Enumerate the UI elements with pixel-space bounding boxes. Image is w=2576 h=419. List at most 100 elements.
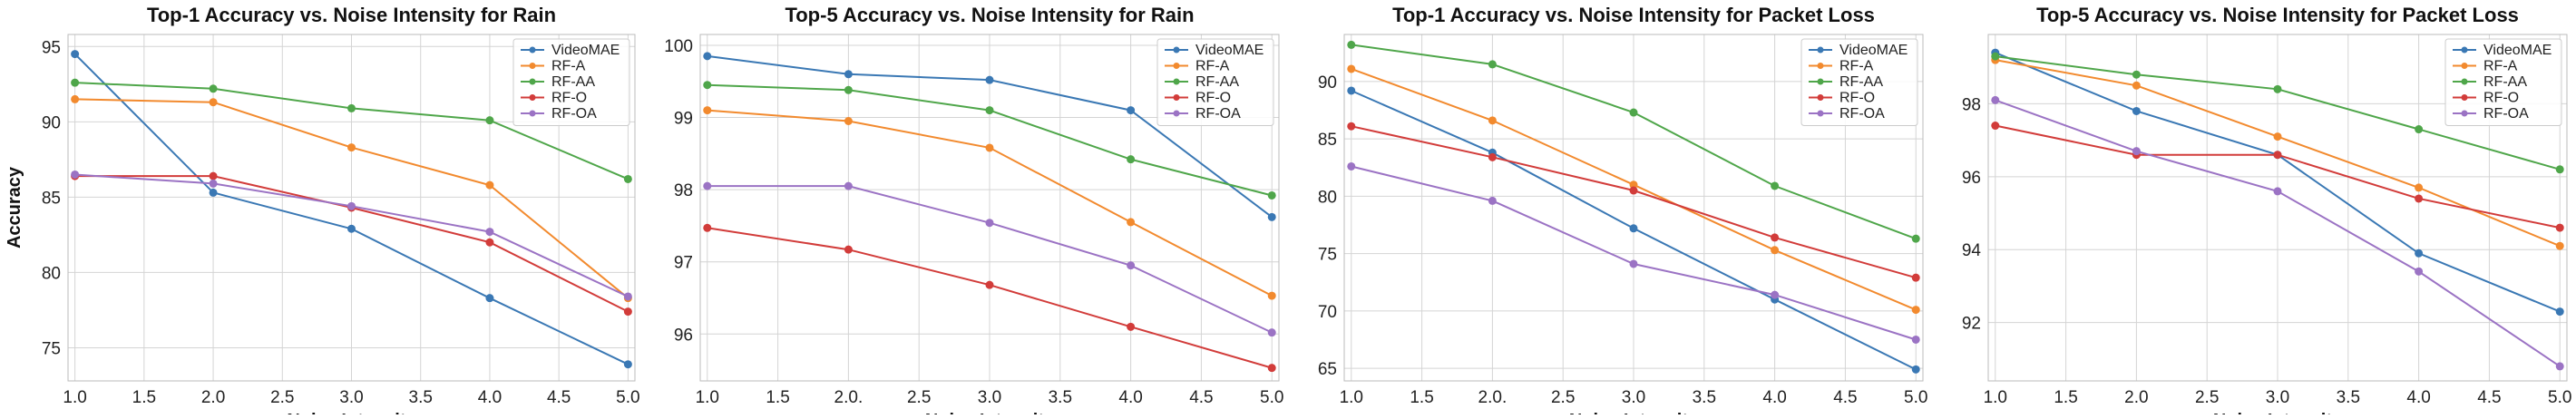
chart-top1-rain: Top-1 Accuracy vs. Noise Intensity for R…	[5, 4, 640, 419]
data-point-rf-oa	[1127, 261, 1136, 270]
data-point-rf-oa	[71, 170, 80, 179]
data-point-rf-oa	[485, 228, 494, 237]
data-point-rf-aa	[1629, 108, 1638, 117]
series-rf-a	[71, 94, 632, 303]
data-point-rf-aa	[1267, 190, 1276, 200]
legend-label: RF-O	[1195, 91, 1231, 106]
legend-box	[512, 38, 630, 126]
legend-label: RF-AA	[1839, 74, 1883, 90]
chart-panel-3: Top-1 Accuracy vs. Noise Intensity for P…	[1288, 0, 1932, 419]
x-axis-label: Noise Intensity	[1569, 411, 1699, 414]
x-tick-label: 2.5	[270, 388, 294, 407]
x-tick-label: 1.0	[696, 388, 719, 407]
x-tick-label: 3.5	[1693, 388, 1716, 407]
legend-marker	[1173, 78, 1180, 85]
x-tick-label: 1.0	[1340, 388, 1363, 407]
y-tick-label: 99	[674, 110, 693, 129]
series-rf-o	[1347, 122, 1920, 282]
data-point-rf-a	[2415, 183, 2424, 192]
data-point-rf-o	[1911, 273, 1920, 282]
y-tick-label: 80	[42, 264, 61, 283]
data-point-rf-aa	[2273, 84, 2282, 93]
data-point-rf-aa	[71, 78, 80, 87]
x-tick-label: 4.0	[1118, 388, 1142, 407]
data-point-videomae	[347, 224, 356, 233]
x-tick-label: 3.0	[2266, 388, 2289, 407]
series-rf-oa	[71, 170, 632, 301]
legend-marker	[1817, 63, 1824, 69]
legend-label: RF-A	[1839, 59, 1874, 74]
x-tick-label: 2.0	[201, 388, 225, 407]
legend-box	[1156, 38, 1274, 126]
data-point-rf-o	[1267, 364, 1276, 373]
legend-label: VideoMAE	[1195, 43, 1264, 58]
series-rf-oa	[1347, 161, 1920, 344]
x-tick-label: 3.0	[339, 388, 363, 407]
y-tick-label: 94	[1962, 241, 1982, 260]
x-tick-label: 3.0	[978, 388, 1001, 407]
x-tick-label: 5.0	[2548, 388, 2571, 407]
legend-label: RF-AA	[1195, 74, 1239, 90]
data-point-rf-a	[985, 143, 994, 152]
data-point-rf-aa	[703, 81, 712, 90]
data-point-videomae	[1267, 212, 1276, 221]
y-tick-label: 70	[1318, 303, 1337, 322]
y-tick-label: 97	[674, 254, 693, 273]
data-point-rf-o	[1127, 322, 1136, 331]
y-tick-label: 92	[1962, 315, 1981, 334]
data-point-rf-a	[1771, 246, 1780, 255]
legend-box	[2444, 38, 2562, 126]
legend-label: RF-A	[1195, 59, 1230, 74]
data-point-rf-a	[485, 180, 494, 190]
x-tick-label: 4.0	[1762, 388, 1786, 407]
data-point-rf-oa	[347, 201, 356, 210]
data-point-rf-a	[1347, 64, 1356, 73]
legend-label: RF-O	[1839, 91, 1875, 106]
legend-label: RF-OA	[2483, 106, 2529, 122]
data-point-rf-oa	[2273, 187, 2282, 196]
data-point-videomae	[1127, 106, 1136, 115]
data-point-rf-oa	[1488, 196, 1497, 205]
data-point-rf-oa	[2415, 267, 2424, 276]
legend-marker	[1817, 78, 1824, 85]
legend-label: RF-A	[551, 59, 586, 74]
series-rf-aa	[1347, 40, 1920, 243]
series-rf-a	[703, 106, 1276, 300]
legend-marker	[1173, 94, 1180, 101]
data-point-rf-aa	[1911, 234, 1920, 243]
data-point-rf-o	[1488, 152, 1497, 161]
data-point-videomae	[844, 70, 853, 79]
y-tick-label: 98	[1962, 95, 1981, 114]
x-tick-label: 4.0	[478, 388, 502, 407]
legend-label: RF-O	[2483, 91, 2519, 106]
chart-panel-2: Top-5 Accuracy vs. Noise Intensity for R…	[644, 0, 1288, 419]
data-point-videomae	[1911, 365, 1920, 374]
data-point-rf-oa	[2555, 362, 2564, 371]
x-tick-label: 4.5	[2477, 388, 2501, 407]
data-point-rf-aa	[485, 116, 494, 125]
data-point-videomae	[2132, 106, 2141, 115]
legend-marker	[2461, 46, 2468, 54]
x-tick-label: 5.0	[1260, 388, 1283, 407]
x-tick-label: 2.0	[2124, 388, 2148, 407]
data-point-rf-o	[2555, 223, 2564, 232]
x-tick-label: 4.0	[2406, 388, 2430, 407]
data-point-rf-a	[1488, 116, 1497, 125]
data-point-videomae	[623, 360, 632, 369]
chart-title: Top-1 Accuracy vs. Noise Intensity for R…	[147, 4, 556, 26]
data-point-rf-o	[2415, 194, 2424, 203]
x-axis-label: Noise Intensity	[925, 411, 1055, 414]
series-videomae	[71, 50, 632, 369]
x-tick-label: 1.0	[1984, 388, 2007, 407]
data-point-rf-aa	[1347, 40, 1356, 49]
y-axis-label: Accuracy	[5, 166, 24, 248]
y-tick-label: 90	[1318, 73, 1337, 93]
data-point-rf-a	[2273, 132, 2282, 141]
legend-label: VideoMAE	[2483, 43, 2552, 58]
data-point-rf-a	[2132, 81, 2141, 90]
data-point-rf-aa	[2415, 125, 2424, 134]
data-point-rf-aa	[844, 85, 853, 94]
